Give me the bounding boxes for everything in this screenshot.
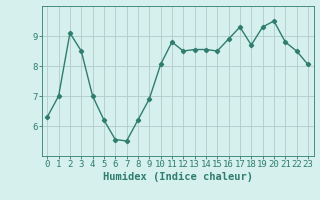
X-axis label: Humidex (Indice chaleur): Humidex (Indice chaleur) [103,172,252,182]
